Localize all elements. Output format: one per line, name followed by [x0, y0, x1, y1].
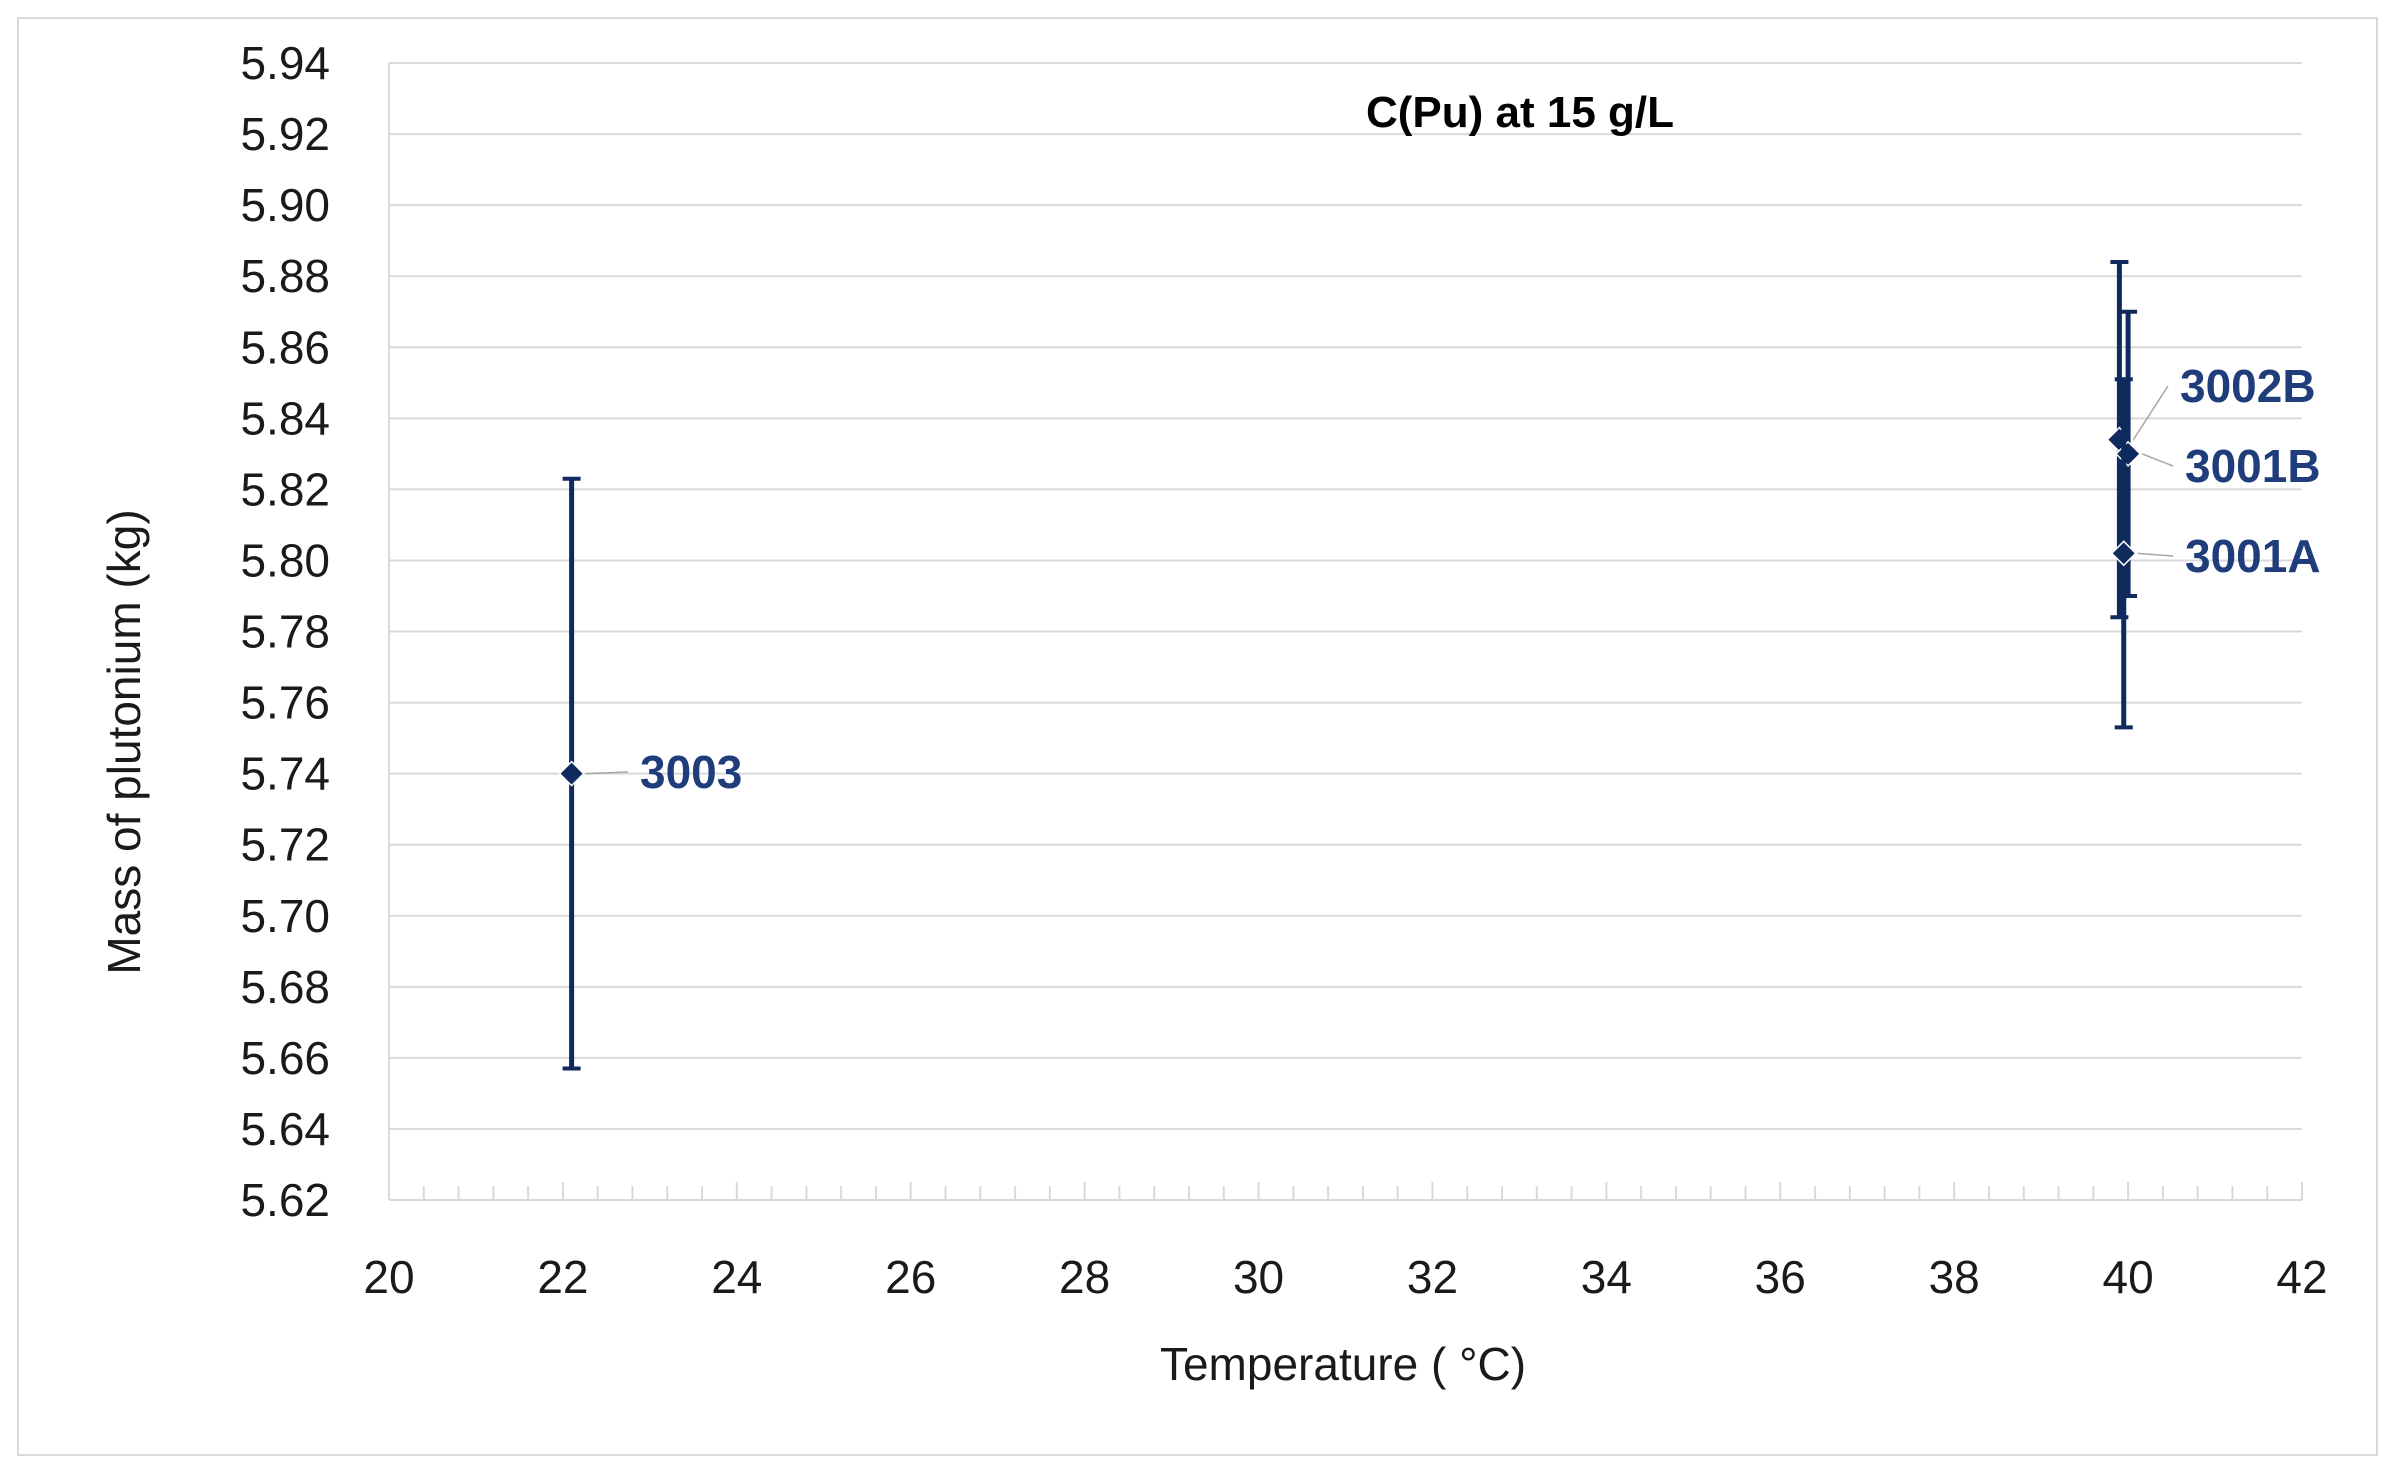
label-leader-line — [2137, 552, 2174, 557]
y-axis-title: Mass of plutonium (kg) — [98, 509, 150, 974]
chart-frame — [17, 17, 2378, 1456]
label-leader-line — [585, 771, 629, 775]
label-leader-line — [2132, 385, 2169, 441]
x-tick-label: 28 — [1059, 1251, 1110, 1303]
chart-title: C(Pu) at 15 g/L — [1366, 88, 1674, 137]
x-tick-label: 22 — [537, 1251, 588, 1303]
x-tick-label: 38 — [1929, 1251, 1980, 1303]
point-label-text: 3002B — [2180, 360, 2316, 412]
label-leader-line — [2141, 453, 2174, 467]
y-tick-label: 5.74 — [240, 748, 330, 800]
x-tick-label: 42 — [2276, 1251, 2327, 1303]
y-tick-label: 5.92 — [240, 108, 330, 160]
y-tick-label: 5.90 — [240, 179, 330, 231]
x-tick-label: 30 — [1233, 1251, 1284, 1303]
y-tick-label: 5.72 — [240, 819, 330, 871]
data-series — [558, 259, 2142, 1071]
tick-labels: 5.62 5.64 5.66 5.68 5.70 5.72 5.74 5.76 5.78 5.80… — [240, 37, 2327, 1303]
y-tick-label: 5.66 — [240, 1032, 330, 1084]
y-tick-label: 5.68 — [240, 961, 330, 1013]
point-label-3003: 3003 — [585, 746, 742, 798]
y-tick-label: 5.82 — [240, 463, 330, 515]
data-point-3001A — [2110, 377, 2137, 730]
y-tick-label: 5.62 — [240, 1174, 330, 1226]
x-tick-label: 24 — [711, 1251, 762, 1303]
x-tick-label: 40 — [2103, 1251, 2154, 1303]
y-tick-label: 5.64 — [240, 1103, 330, 1155]
data-point-3003 — [558, 476, 585, 1071]
point-label-3001A: 3001A — [2137, 530, 2321, 582]
x-tick-label: 32 — [1407, 1251, 1458, 1303]
x-tick-label: 26 — [885, 1251, 936, 1303]
y-tick-label: 5.80 — [240, 534, 330, 586]
axes — [388, 63, 2303, 1201]
y-tick-label: 5.84 — [240, 392, 330, 444]
y-tick-label: 5.86 — [240, 321, 330, 373]
point-label-text: 3001A — [2185, 530, 2321, 582]
point-labels: 3003 3002B 3001B 3001A — [585, 360, 2321, 798]
x-axis-title: Temperature ( °C) — [1160, 1338, 1526, 1390]
point-label-text: 3001B — [2185, 440, 2321, 492]
point-label-3002B: 3002B — [2132, 360, 2316, 441]
marker-diamond — [558, 760, 585, 787]
y-tick-label: 5.78 — [240, 606, 330, 658]
point-label-text: 3003 — [640, 746, 742, 798]
x-tick-label: 36 — [1755, 1251, 1806, 1303]
x-tick-label: 34 — [1581, 1251, 1632, 1303]
x-tick-label: 20 — [363, 1251, 414, 1303]
grid-lines — [389, 62, 2302, 1130]
y-tick-label: 5.88 — [240, 250, 330, 302]
y-tick-label: 5.70 — [240, 890, 330, 942]
point-label-3001B: 3001B — [2141, 440, 2321, 492]
y-tick-label: 5.76 — [240, 677, 330, 729]
marker-diamond — [2110, 540, 2137, 567]
y-tick-label: 5.94 — [240, 37, 330, 89]
